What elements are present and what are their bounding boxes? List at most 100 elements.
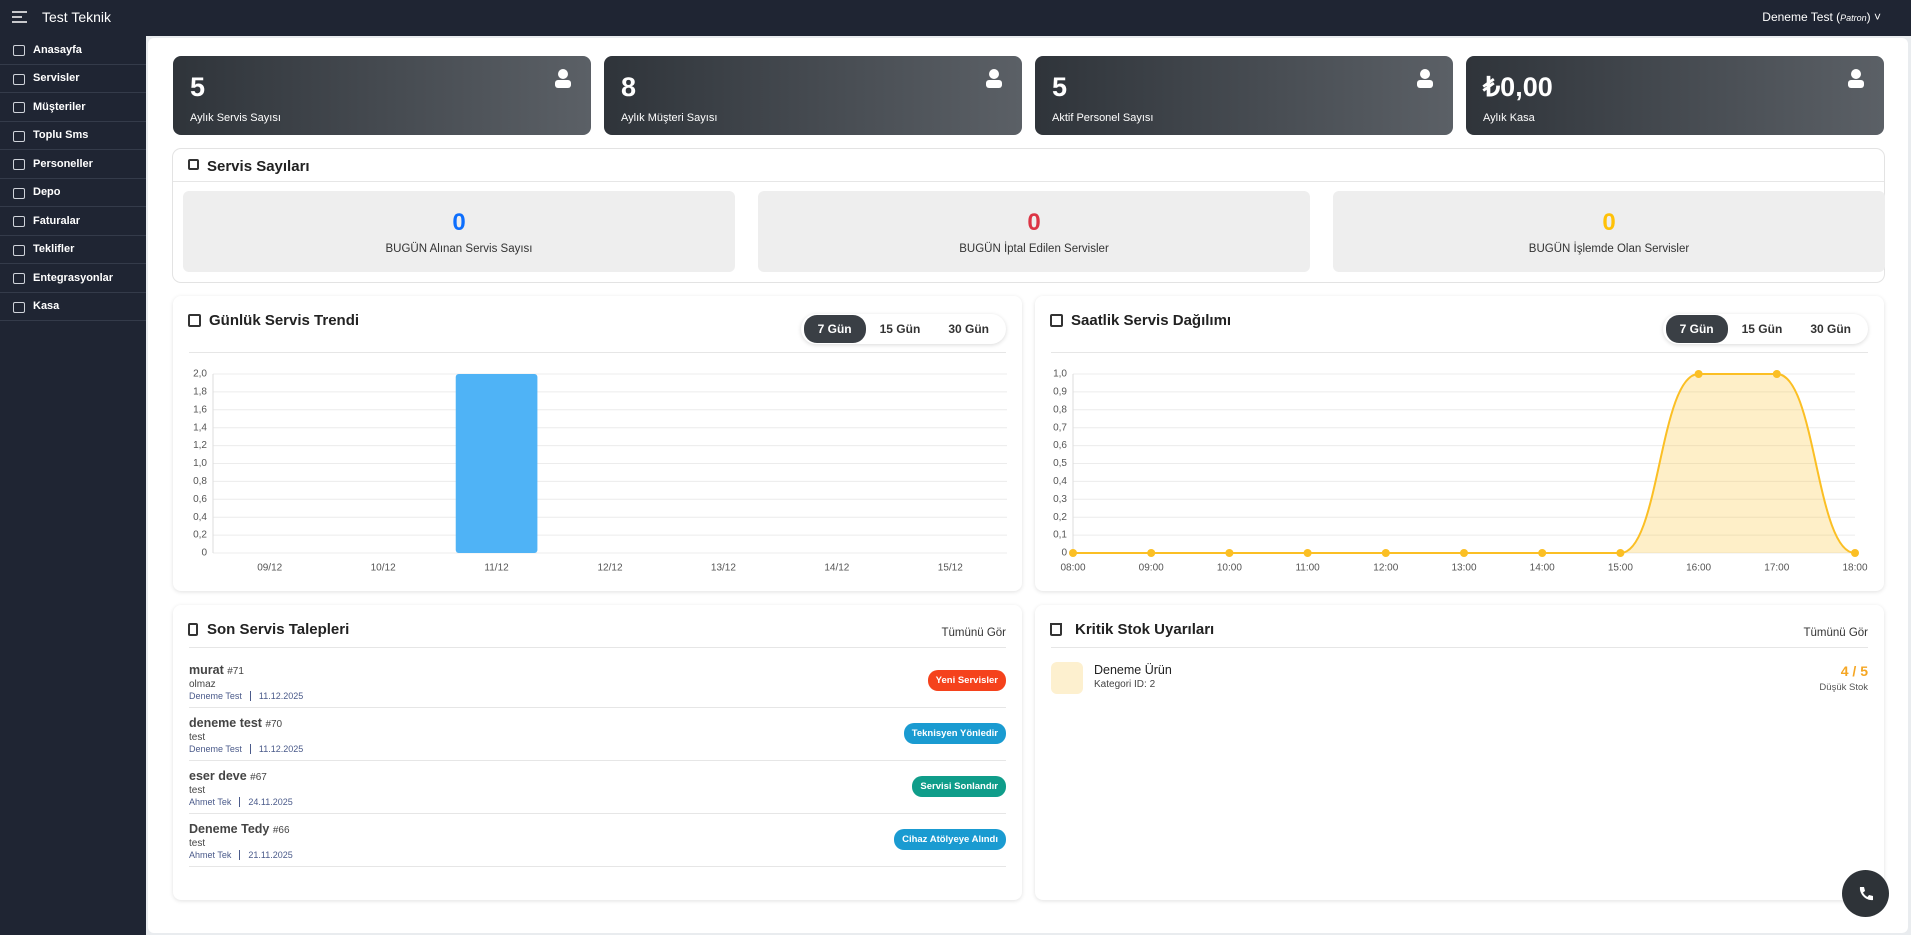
stat-icon [1848,69,1864,88]
bar [455,374,538,553]
period-button[interactable]: 30 Gün [1810,322,1851,336]
stat-card: 5 Aktif Personel Sayısı [1035,56,1453,135]
count-label: BUGÜN Alınan Servis Sayısı [385,243,533,255]
sidebar: Anasayfa Servisler Müşteriler Toplu Sms Pers… [0,36,146,935]
user-name: Deneme Test [1762,10,1833,24]
count-value: 0 [1602,209,1616,236]
request-date: 11.12.2025 [249,744,303,754]
y-tick-label: 0 [201,548,207,559]
request-date: 24.11.2025 [239,797,293,807]
x-tick-label: 09:00 [1139,563,1164,574]
count-label: BUGÜN İptal Edilen Servisler [959,243,1109,255]
nav-item[interactable]: Personeller [0,150,146,179]
request-name: murat #71 [189,663,244,677]
point [1069,549,1077,557]
request-user: Ahmet Tek [189,850,232,860]
customer-name: deneme test [189,716,262,730]
status-badge: Servisi Sonlandır [912,776,1006,797]
request-user: Deneme Test [189,744,242,754]
period-button[interactable]: 15 Gün [1741,322,1783,336]
nav-item[interactable]: Depo [0,179,146,207]
chart: 0 0,1 0,2 0,3 0,4 0,5 0,6 0,7 0,8 0,9 1,0 08:00 09:0… [1053,369,1868,574]
y-tick-label: 0,3 [1053,494,1067,505]
point [1303,549,1312,557]
stat-card: 8 Aylık Müşteri Sayısı [604,56,1022,135]
nav-item[interactable]: Faturalar [0,207,146,236]
view-all[interactable]: Tümünü Gör [941,627,1006,639]
x-tick-label: 13/12 [711,563,736,574]
x-tick-label: 12:00 [1373,563,1398,574]
icon-shape [986,80,1002,88]
y-tick-label: 1,2 [193,440,207,451]
request-name: deneme test #70 [189,716,282,730]
nav-item[interactable]: Müşteriler [0,93,146,122]
chart-panel: Saatlik Servis Dağılımı 7 Gün 15 Gün 30 Gün… [1035,296,1884,591]
request-id: #71 [227,666,244,677]
stat-label: Aylık Servis Sayısı [190,112,281,124]
view-all[interactable]: Tümünü Gör [1803,627,1868,639]
y-tick-label: 2,0 [193,369,207,380]
stat-value: 5 [190,72,206,102]
point [1147,549,1156,557]
user-menu[interactable]: Deneme Test (Patron) ˅ [1762,10,1881,24]
request-row[interactable]: eser deve #67 test Ahmet Tek 24.11.2025 Serv… [189,761,1006,814]
status-badge: Cihaz Atölyeye Alındı [894,829,1006,850]
point [1694,370,1703,378]
request-row[interactable]: murat #71 olmaz Deneme Test 11.12.2025 Yeni … [189,655,1006,708]
nav-item[interactable]: Servisler [0,65,146,93]
menu-icon[interactable] [12,10,27,24]
y-tick-label: 0,8 [193,476,207,487]
panel-title: Kritik Stok Uyarıları [1075,621,1215,638]
stat-card: ₺0,00 Aylık Kasa [1466,56,1884,135]
request-id: #70 [265,719,283,730]
area [1073,374,1855,553]
period-button[interactable]: 30 Gün [948,322,989,336]
x-tick-label: 18:00 [1842,563,1867,574]
request-meta: Ahmet Tek 21.11.2025 [189,850,293,860]
y-tick-label: 0,1 [1053,530,1067,541]
request-user: Ahmet Tek [189,797,232,807]
request-date: 21.11.2025 [239,850,293,860]
stat-value: 8 [621,72,637,102]
panel-title: Servis Sayıları [207,158,310,175]
y-tick-label: 1,4 [193,422,207,433]
nav-item[interactable]: Kasa [0,293,146,321]
x-tick-label: 09/12 [257,563,282,574]
count-box: 0 BUGÜN İşlemde Olan Servisler [1333,191,1885,272]
nav-item[interactable]: Toplu Sms [0,122,146,150]
stock-row: Deneme Ürün Kategori ID: 2 4 / 5 Düşük Stok [1051,655,1868,708]
panel-icon [188,623,198,636]
period-button[interactable]: 7 Gün [803,315,866,343]
divider [1051,647,1868,648]
brand[interactable]: Test Teknik [42,9,111,25]
phone-button[interactable] [1842,870,1889,917]
product-category: Kategori ID: 2 [1094,679,1156,690]
y-tick-label: 1,0 [193,458,207,469]
request-row[interactable]: deneme test #70 test Deneme Test 11.12.2025… [189,708,1006,761]
point [1381,549,1390,557]
request-meta: Deneme Test 11.12.2025 [189,744,303,754]
status-badge: Teknisyen Yönledir [903,723,1006,744]
period-button[interactable]: 15 Gün [879,322,921,336]
nav-item[interactable]: Teklifler [0,236,146,264]
customer-name: Deneme Tedy [189,822,270,836]
x-tick-label: 10:00 [1217,563,1242,574]
icon-shape [1848,80,1864,88]
x-tick-label: 11/12 [484,563,509,574]
nav-item[interactable]: Entegrasyonlar [0,264,146,293]
icon-shape [555,80,571,88]
point [1538,549,1547,557]
nav-item[interactable]: Anasayfa [0,36,146,65]
x-tick-label: 15:00 [1608,563,1633,574]
top-bar: Test Teknik Deneme Test (Patron) ˅ [0,0,1911,36]
service-counts-panel: Servis Sayıları 0 BUGÜN Alınan Servis Sayı… [173,149,1885,282]
panel-icon [188,159,199,170]
period-button[interactable]: 7 Gün [1665,315,1728,343]
request-row[interactable]: Deneme Tedy #66 test Ahmet Tek 21.11.2025 Ci… [189,814,1006,867]
x-tick-label: 17:00 [1764,563,1789,574]
stock-level: 4 / 5 [1840,663,1868,679]
status-badge: Yeni Servisler [927,670,1006,691]
count-value: 0 [452,209,466,236]
x-tick-label: 08:00 [1060,563,1085,574]
divider [173,181,1884,182]
